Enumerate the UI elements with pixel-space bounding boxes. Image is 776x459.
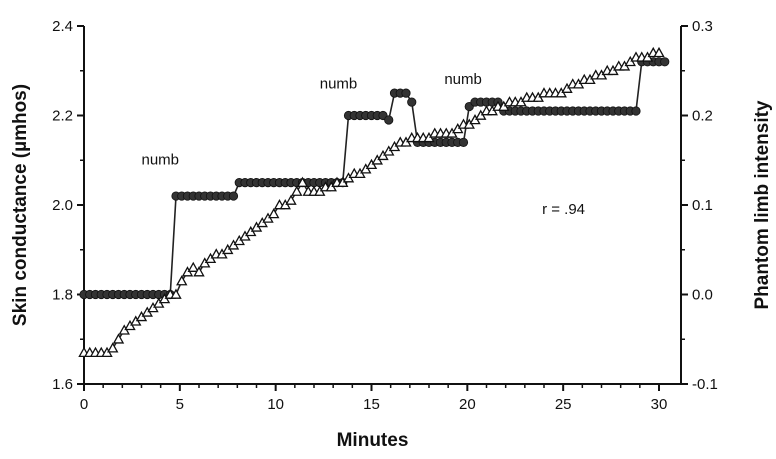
y-left-tick-label: 1.6 bbox=[52, 376, 73, 393]
labels-layer: 0 5 10 15 20 25 30 1.6 1.8 2.0 2.2 2.4 -0.1 0.0 0.1 0.2… bbox=[10, 18, 773, 451]
x-tick-label: 30 bbox=[651, 396, 668, 413]
y-right-tick-label: 0.0 bbox=[692, 287, 713, 304]
conductance-series-line bbox=[84, 60, 665, 296]
intensity-point bbox=[653, 46, 665, 58]
intensity-point bbox=[112, 333, 125, 344]
annotation-label: numb bbox=[444, 71, 482, 88]
y-right-axis-title: Phantom limb intensity bbox=[752, 100, 773, 309]
intensity-point bbox=[193, 266, 205, 277]
x-tick-label: 15 bbox=[363, 396, 380, 413]
y-right-tick-label: -0.1 bbox=[692, 376, 718, 393]
x-tick-label: 5 bbox=[176, 396, 184, 413]
y-left-tick-label: 2.4 bbox=[52, 18, 73, 35]
intensity-point bbox=[296, 176, 309, 187]
y-right-tick-label: 0.3 bbox=[692, 18, 713, 35]
x-tick-label: 0 bbox=[80, 396, 88, 413]
intensity-point bbox=[291, 185, 303, 196]
series-layer bbox=[78, 46, 670, 358]
intensity-point bbox=[170, 288, 182, 299]
x-tick-label: 20 bbox=[459, 396, 476, 413]
x-tick-label: 25 bbox=[555, 396, 572, 413]
conductance-point bbox=[631, 106, 641, 116]
conductance-point bbox=[228, 191, 239, 201]
y-right-tick-label: 0.2 bbox=[692, 108, 713, 125]
axes bbox=[77, 25, 688, 391]
intensity-point bbox=[176, 275, 188, 286]
conductance-point bbox=[401, 88, 411, 98]
intensity-point bbox=[187, 261, 199, 272]
conductance-point bbox=[384, 115, 394, 125]
y-left-tick-label: 2.2 bbox=[52, 108, 73, 125]
intensity-point bbox=[107, 342, 119, 353]
y-right-tick-label: 0.1 bbox=[692, 197, 713, 214]
conductance-point bbox=[660, 57, 670, 67]
annotation-label: numb bbox=[320, 76, 358, 93]
conductance-point bbox=[458, 137, 469, 147]
intensity-point bbox=[268, 208, 280, 219]
x-axis-title: Minutes bbox=[337, 430, 409, 451]
y-left-axis-title: Skin conductance (µmhos) bbox=[10, 84, 31, 326]
y-left-tick-label: 1.8 bbox=[52, 287, 73, 304]
annotation-label: numb bbox=[142, 152, 180, 169]
annotation-label: r = .94 bbox=[542, 201, 585, 218]
conductance-point bbox=[407, 97, 417, 107]
y-left-tick-label: 2.0 bbox=[52, 197, 73, 214]
x-tick-label: 10 bbox=[267, 396, 284, 413]
intensity-point bbox=[285, 194, 297, 205]
